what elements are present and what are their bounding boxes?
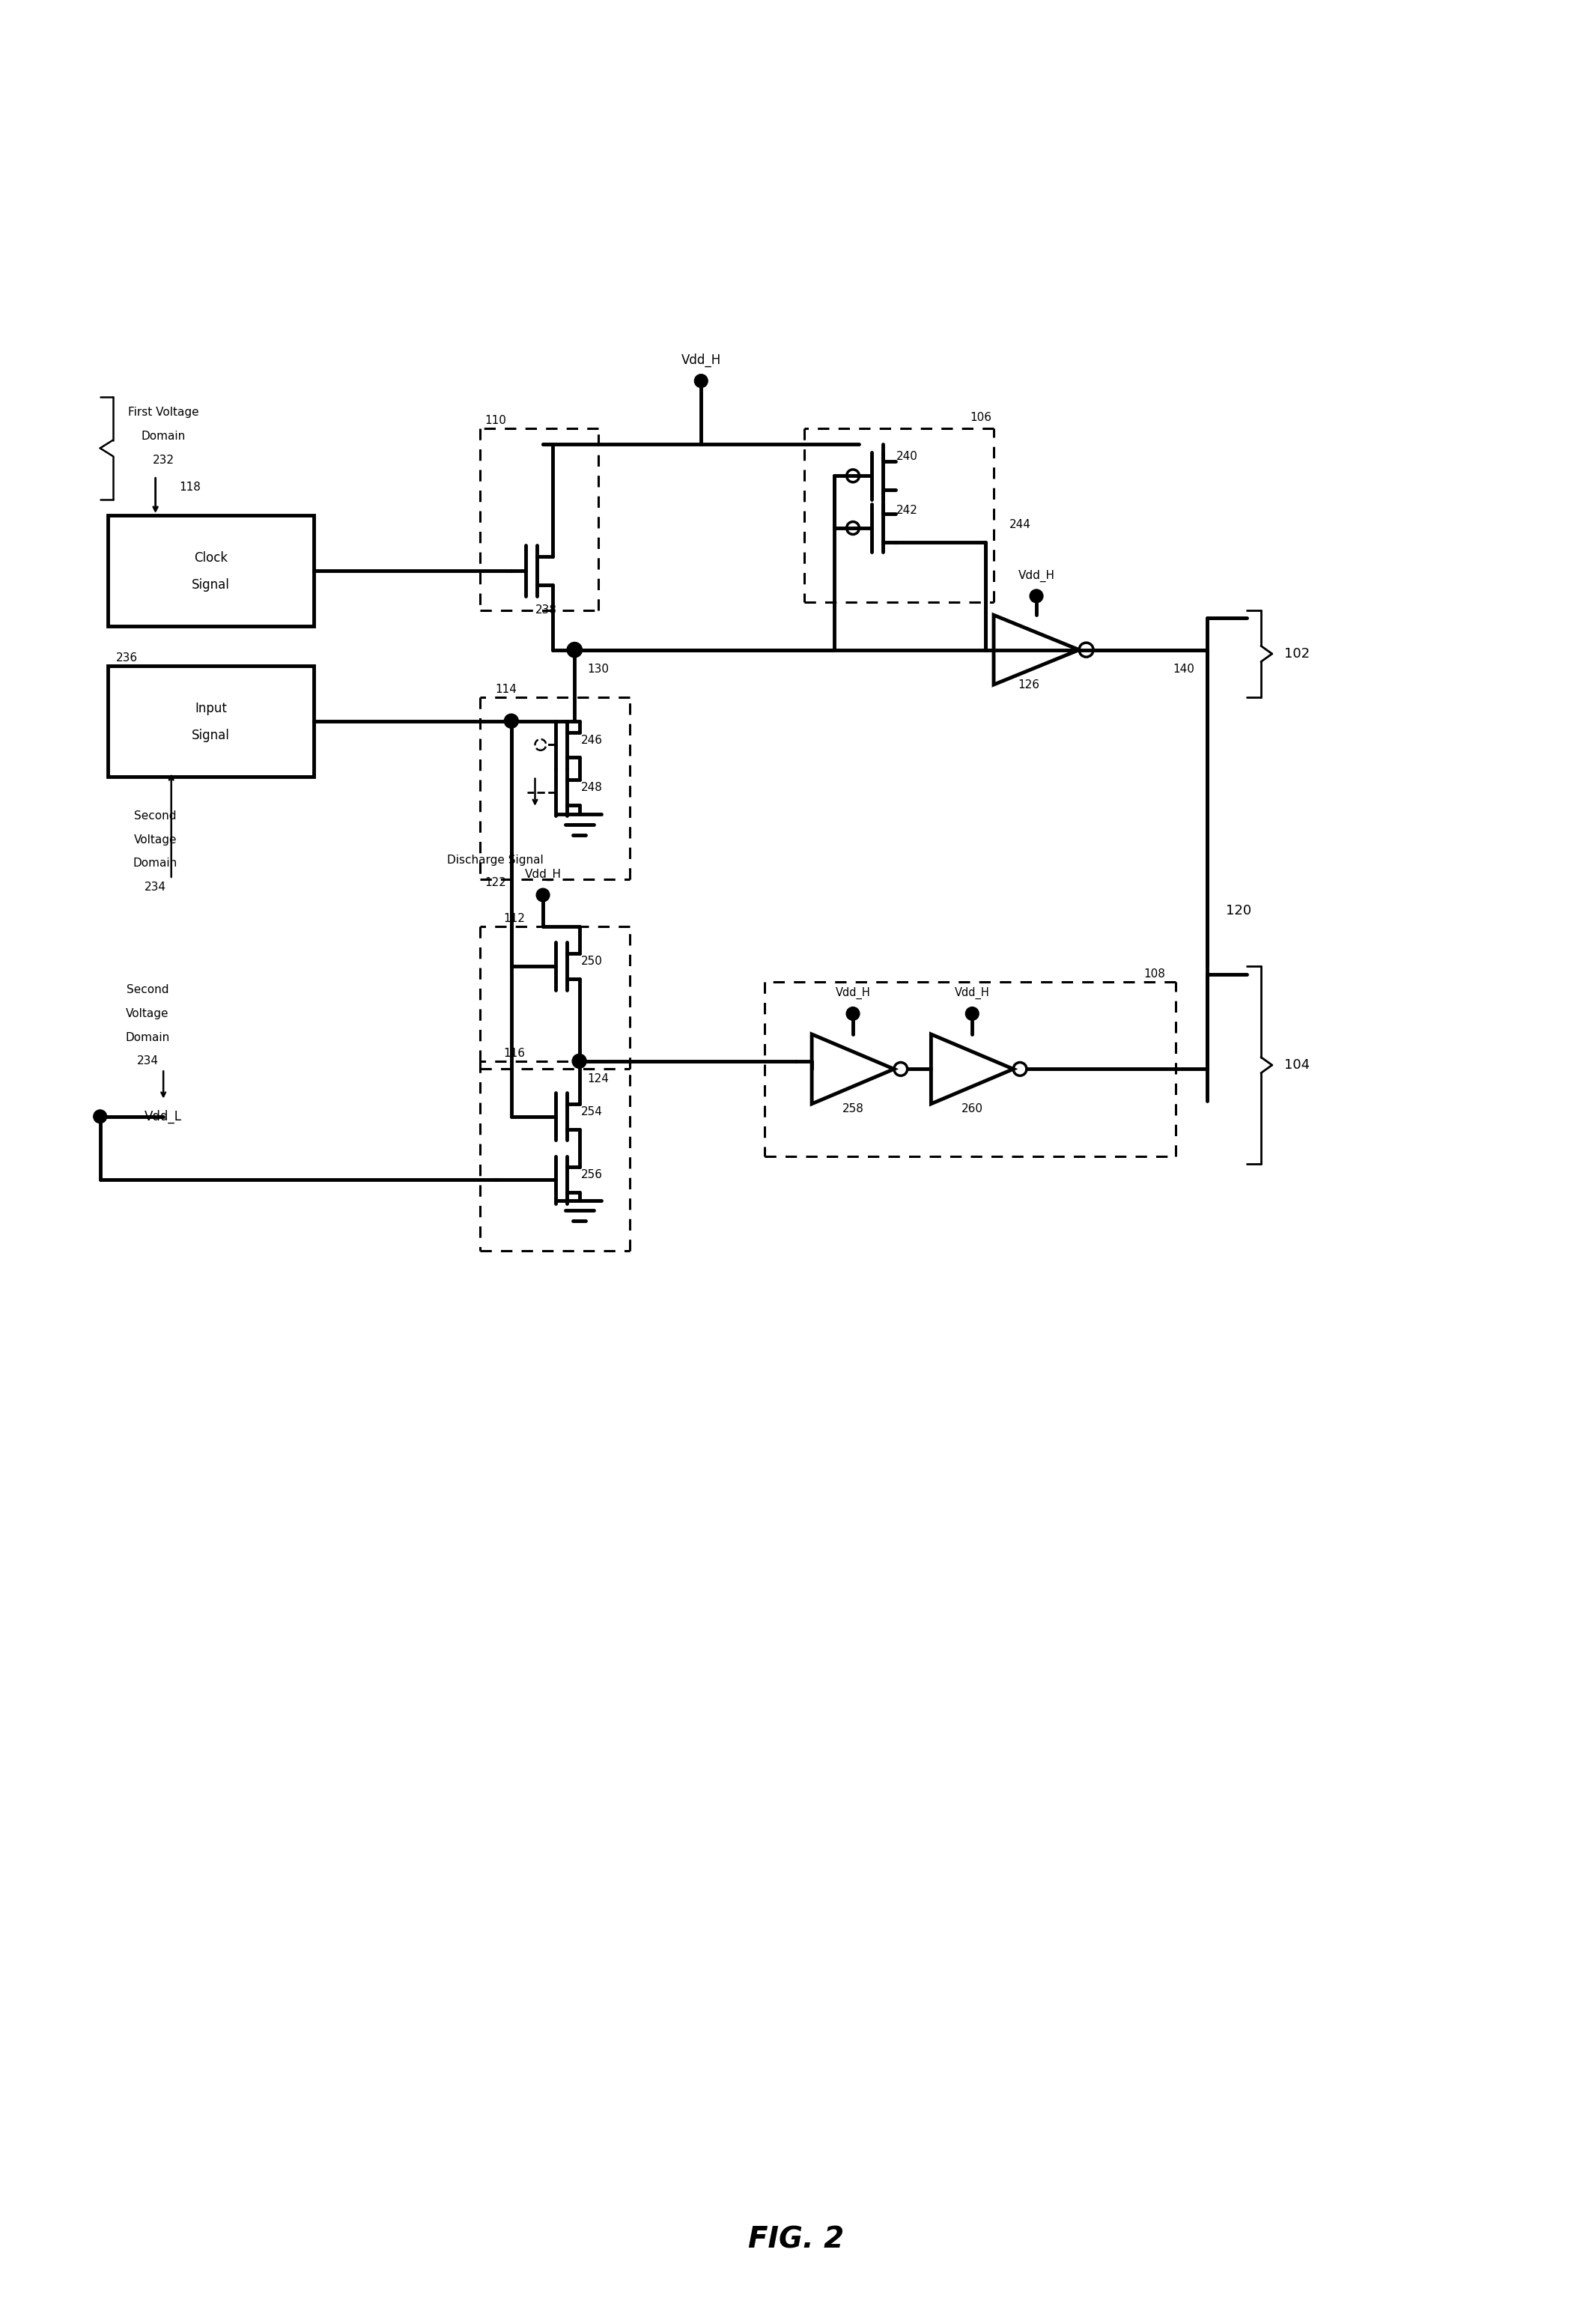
Text: 242: 242	[896, 504, 917, 516]
Text: Clock: Clock	[194, 551, 228, 565]
Text: 236: 236	[116, 653, 139, 662]
Text: 140: 140	[1173, 662, 1194, 674]
Circle shape	[572, 1055, 586, 1069]
Text: 118: 118	[180, 481, 201, 493]
Text: 120: 120	[1226, 904, 1251, 918]
Text: Vdd_H: Vdd_H	[1017, 569, 1055, 581]
Text: 240: 240	[896, 451, 917, 462]
Text: FIG. 2: FIG. 2	[748, 2226, 844, 2254]
Text: 130: 130	[587, 662, 610, 674]
Text: 114: 114	[495, 683, 517, 695]
Text: Domain: Domain	[126, 1032, 170, 1043]
Text: Vdd_L: Vdd_L	[145, 1109, 181, 1122]
Text: Vdd_H: Vdd_H	[525, 869, 562, 881]
Text: 232: 232	[153, 456, 174, 465]
Text: 246: 246	[581, 734, 603, 746]
Text: 260: 260	[962, 1104, 982, 1113]
Text: 126: 126	[1017, 679, 1040, 690]
Text: Discharge Signal: Discharge Signal	[447, 855, 544, 867]
Text: 234: 234	[137, 1055, 158, 1067]
Circle shape	[1030, 590, 1043, 602]
Text: 108: 108	[1145, 969, 1165, 981]
Circle shape	[694, 374, 708, 388]
Text: Vdd_H: Vdd_H	[955, 988, 990, 999]
Text: Voltage: Voltage	[126, 1009, 169, 1020]
Text: Signal: Signal	[191, 579, 229, 593]
Text: 244: 244	[1009, 518, 1032, 530]
Text: 254: 254	[581, 1106, 603, 1118]
Text: 248: 248	[581, 781, 603, 792]
Text: 116: 116	[503, 1048, 525, 1060]
Text: 122: 122	[484, 876, 506, 888]
Text: Second: Second	[134, 811, 177, 823]
Text: Voltage: Voltage	[134, 834, 177, 846]
Circle shape	[537, 888, 549, 902]
Circle shape	[965, 1006, 979, 1020]
Text: Input: Input	[194, 702, 228, 716]
Circle shape	[567, 641, 583, 658]
Text: Domain: Domain	[134, 858, 178, 869]
Circle shape	[847, 1006, 860, 1020]
Text: 238: 238	[535, 604, 557, 616]
Text: Second: Second	[126, 985, 169, 995]
Text: Domain: Domain	[142, 430, 186, 442]
Text: Signal: Signal	[191, 727, 229, 741]
Text: 110: 110	[484, 416, 506, 425]
Text: 258: 258	[842, 1104, 864, 1113]
Text: 106: 106	[970, 411, 992, 423]
Text: 112: 112	[503, 913, 525, 925]
Bar	[108, 516, 314, 625]
Circle shape	[505, 713, 519, 727]
Text: 104: 104	[1285, 1057, 1310, 1071]
Text: 256: 256	[581, 1169, 603, 1181]
Text: 124: 124	[587, 1074, 610, 1085]
Text: Vdd_H: Vdd_H	[836, 988, 871, 999]
Text: First Voltage: First Voltage	[127, 407, 199, 418]
Bar	[108, 665, 314, 776]
Text: Vdd_H: Vdd_H	[681, 353, 721, 367]
Text: 250: 250	[581, 955, 603, 967]
Text: 102: 102	[1285, 646, 1310, 660]
Circle shape	[94, 1111, 107, 1122]
Text: 234: 234	[145, 881, 166, 892]
